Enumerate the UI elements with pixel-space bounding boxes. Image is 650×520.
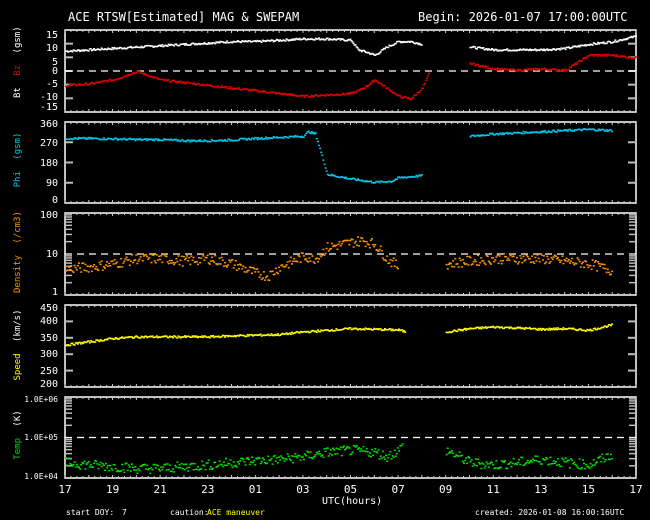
x-tick-label: 19	[105, 483, 120, 496]
ytick: 450	[39, 303, 58, 314]
ytick: 360	[39, 119, 58, 130]
chart-title: ACE RTSW[Estimated] MAG & SWEPAM	[68, 10, 300, 24]
ytick: 400	[39, 316, 58, 327]
panel-bt-bz	[64, 29, 637, 113]
caution-value: ACE maneuver	[207, 508, 265, 517]
x-tick-label: 01	[248, 483, 262, 496]
ytick: 0	[51, 66, 58, 77]
ytick: 5	[51, 57, 58, 68]
x-tick-label: 17	[58, 483, 72, 496]
begin-time: Begin: 2026-01-07 17:00:00UTC	[418, 10, 628, 24]
x-tick-label: 23	[201, 483, 215, 496]
ytick: 350	[39, 333, 58, 344]
ytick: 1.0E+04	[24, 472, 58, 481]
ytick: 200	[39, 379, 58, 390]
start-doy-value: 7	[122, 508, 127, 517]
ytick: 250	[39, 366, 58, 377]
panel-density	[64, 212, 637, 296]
plot-frame	[64, 304, 637, 388]
ytick: 0	[51, 195, 58, 206]
x-tick-label: 03	[296, 483, 310, 496]
ytick: 1	[51, 287, 58, 298]
x-tick-label: 09	[439, 483, 453, 496]
x-tick-label: 15	[581, 483, 596, 496]
ytick: 1.0E+05	[24, 433, 58, 442]
panel-speed	[64, 304, 637, 388]
created-timestamp: created: 2026-01-08 16:00:16UTC	[475, 508, 625, 517]
panel-temp	[64, 396, 637, 479]
start-doy-label: start DOY:	[66, 508, 115, 517]
x-tick-label: 21	[153, 483, 167, 496]
ytick: 15	[45, 30, 58, 41]
ytick: 1.0E+06	[24, 395, 58, 404]
ytick: 10	[45, 249, 58, 260]
ytick: -10	[39, 92, 58, 103]
ytick: 100	[39, 210, 58, 221]
plot-frame	[64, 121, 637, 204]
x-tick-label: 11	[486, 483, 500, 496]
ytick: 10	[45, 43, 58, 54]
x-tick-label: 13	[534, 483, 548, 496]
panel-phi	[64, 121, 637, 204]
x-tick-label: 17	[629, 483, 643, 496]
caution-label: caution:	[170, 508, 209, 517]
ytick: 180	[39, 158, 58, 169]
x-tick-label: 07	[391, 483, 405, 496]
ytick: 270	[39, 138, 58, 149]
ytick: -15	[39, 102, 58, 113]
x-tick-label: 05	[343, 483, 358, 496]
ytick: -5	[45, 79, 58, 90]
ytick: 300	[39, 349, 58, 360]
ytick: 90	[45, 178, 58, 189]
x-axis-label: UTC(hours)	[322, 496, 383, 507]
